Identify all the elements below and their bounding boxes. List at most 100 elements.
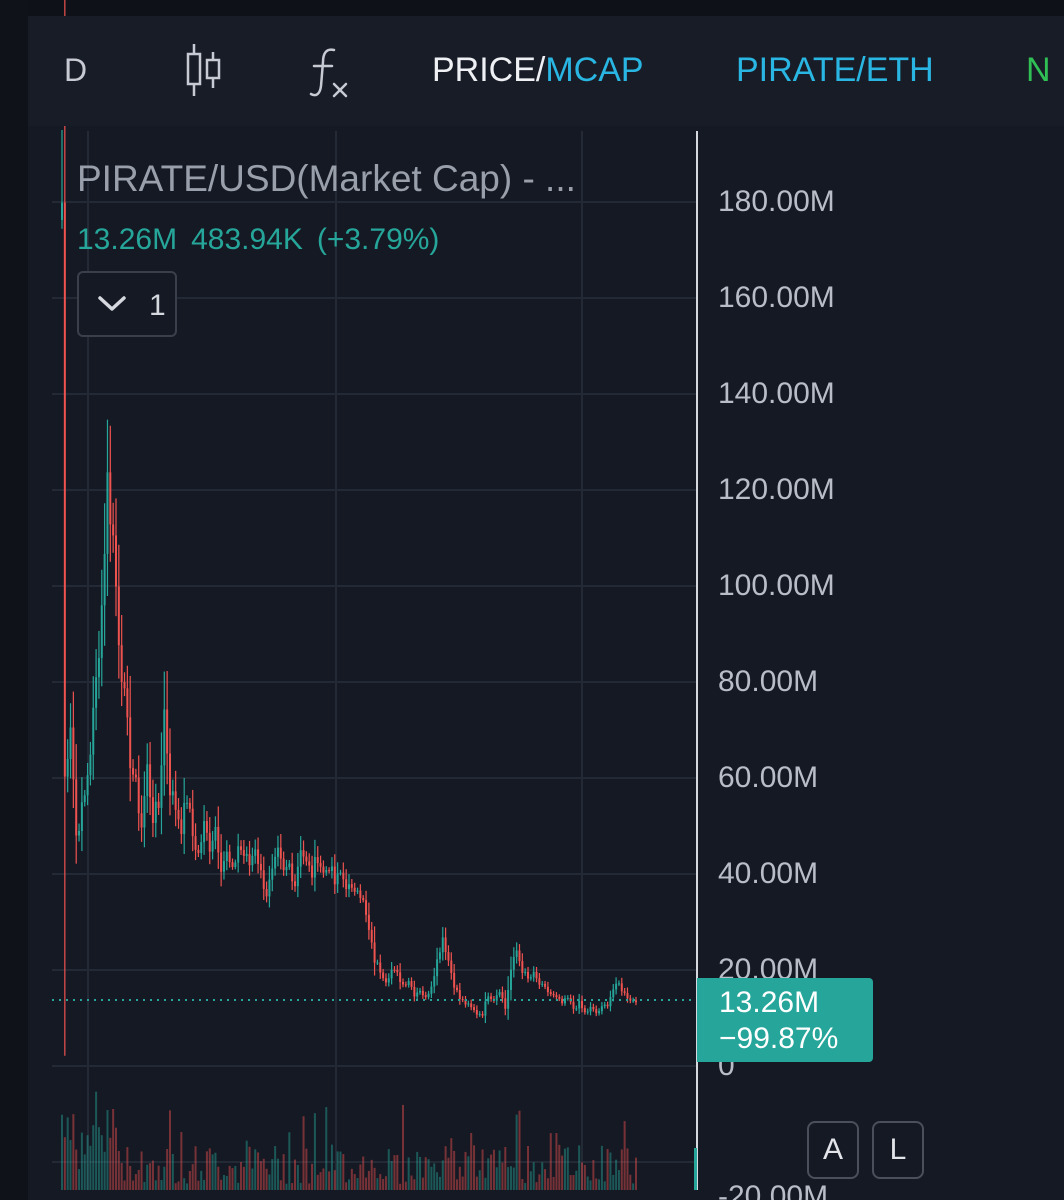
candle-body <box>413 986 416 997</box>
volume-bar <box>396 1154 399 1190</box>
candle-body <box>359 890 362 898</box>
volume-bar <box>342 1154 345 1190</box>
candle-body <box>362 897 365 901</box>
candle-body <box>444 937 447 953</box>
candle-body <box>302 850 305 857</box>
volume-bar <box>373 1167 376 1190</box>
volume-bar <box>288 1132 291 1190</box>
candle-body <box>222 861 225 872</box>
volume-bar <box>274 1146 277 1190</box>
candle-body <box>620 983 623 992</box>
candle-body <box>544 983 547 987</box>
candle-body <box>609 997 612 1007</box>
volume-bar <box>362 1156 365 1190</box>
candle-body <box>188 802 191 809</box>
volume-bar <box>248 1146 251 1190</box>
candlestick-icon[interactable] <box>184 42 224 98</box>
volume-bar <box>407 1157 410 1190</box>
auto-scale-button[interactable]: A <box>807 1121 859 1179</box>
price-mcap-toggle[interactable]: PRICE/MCAP <box>432 50 644 90</box>
candle-body <box>598 1011 601 1014</box>
volume-bar <box>313 1113 316 1190</box>
candle-body <box>268 879 271 897</box>
candle-body <box>197 849 200 854</box>
candle-body <box>342 872 345 880</box>
candle-body <box>626 992 629 999</box>
volume-bar <box>581 1162 584 1190</box>
candle-body <box>160 765 163 808</box>
candle-body <box>61 202 63 220</box>
legend-change-percent: (+3.79%) <box>316 223 440 256</box>
top-edge <box>0 0 1064 16</box>
volume-bar <box>356 1178 359 1190</box>
volume-bar <box>524 1183 527 1190</box>
volume-bar <box>276 1158 279 1190</box>
candle-body <box>581 1000 584 1009</box>
candle-body <box>78 830 81 836</box>
candle-body <box>373 942 376 963</box>
candle-body <box>603 1004 606 1007</box>
volume-bar <box>487 1158 490 1190</box>
candle-body <box>194 836 197 850</box>
y-axis-tick: 40.00M <box>718 857 819 890</box>
fx-icon[interactable] <box>308 44 354 100</box>
candle-body <box>615 983 618 990</box>
volume-bar <box>416 1151 419 1190</box>
candle-body <box>623 991 626 993</box>
volume-bar <box>69 1140 72 1190</box>
candle-body <box>234 862 237 868</box>
candle-body <box>538 978 541 985</box>
volume-bar <box>194 1146 197 1190</box>
candle-body <box>140 813 143 828</box>
volume-bar <box>617 1170 620 1190</box>
volume-bar <box>552 1176 555 1190</box>
volume-bar <box>154 1180 157 1190</box>
volume-bar <box>171 1153 174 1190</box>
volume-bar <box>632 1183 635 1190</box>
volume-bar <box>592 1159 595 1190</box>
volume-bar <box>450 1138 453 1190</box>
candle-body <box>464 999 467 1005</box>
candle-body <box>106 472 109 554</box>
volume-bar <box>387 1149 390 1190</box>
volume-bars <box>61 1091 637 1190</box>
interval-button[interactable]: D <box>64 52 88 88</box>
next-tab[interactable]: N <box>1026 51 1051 89</box>
volume-bar <box>163 1166 166 1190</box>
volume-bar <box>186 1183 189 1190</box>
volume-bar <box>566 1147 569 1190</box>
volume-bar <box>237 1182 240 1190</box>
candle-body <box>274 856 277 869</box>
candle-body <box>595 1009 598 1014</box>
indicator-toggle-button[interactable]: 1 <box>77 271 177 337</box>
mcap-label: MCAP <box>545 51 644 89</box>
volume-bar <box>620 1149 623 1190</box>
volume-bar <box>319 1172 322 1190</box>
pair-toggle[interactable]: PIRATE/ETH <box>736 51 934 89</box>
volume-bar <box>220 1179 223 1190</box>
volume-bar <box>262 1158 265 1190</box>
volume-bar <box>208 1148 211 1190</box>
legend-title[interactable]: PIRATE/USD(Market Cap) - ... <box>77 158 576 199</box>
candle-body <box>535 971 538 979</box>
candle-body <box>404 984 407 986</box>
candle-body <box>86 775 89 796</box>
candle-body <box>336 873 339 885</box>
indicator-count: 1 <box>149 289 166 322</box>
volume-bar <box>92 1125 95 1190</box>
volume-bar <box>544 1169 547 1190</box>
candle-body <box>126 688 129 718</box>
candle-body <box>401 982 404 985</box>
candle-body <box>163 709 166 766</box>
log-scale-button[interactable]: L <box>872 1121 924 1179</box>
volume-bar <box>325 1107 328 1190</box>
volume-bar <box>384 1176 387 1190</box>
candle-body <box>191 808 194 837</box>
volume-bar <box>191 1164 194 1190</box>
candle-body <box>168 753 171 796</box>
volume-bar <box>549 1133 552 1190</box>
candle-body <box>379 962 382 973</box>
candle-body <box>367 914 370 930</box>
candle-body <box>458 990 461 1000</box>
